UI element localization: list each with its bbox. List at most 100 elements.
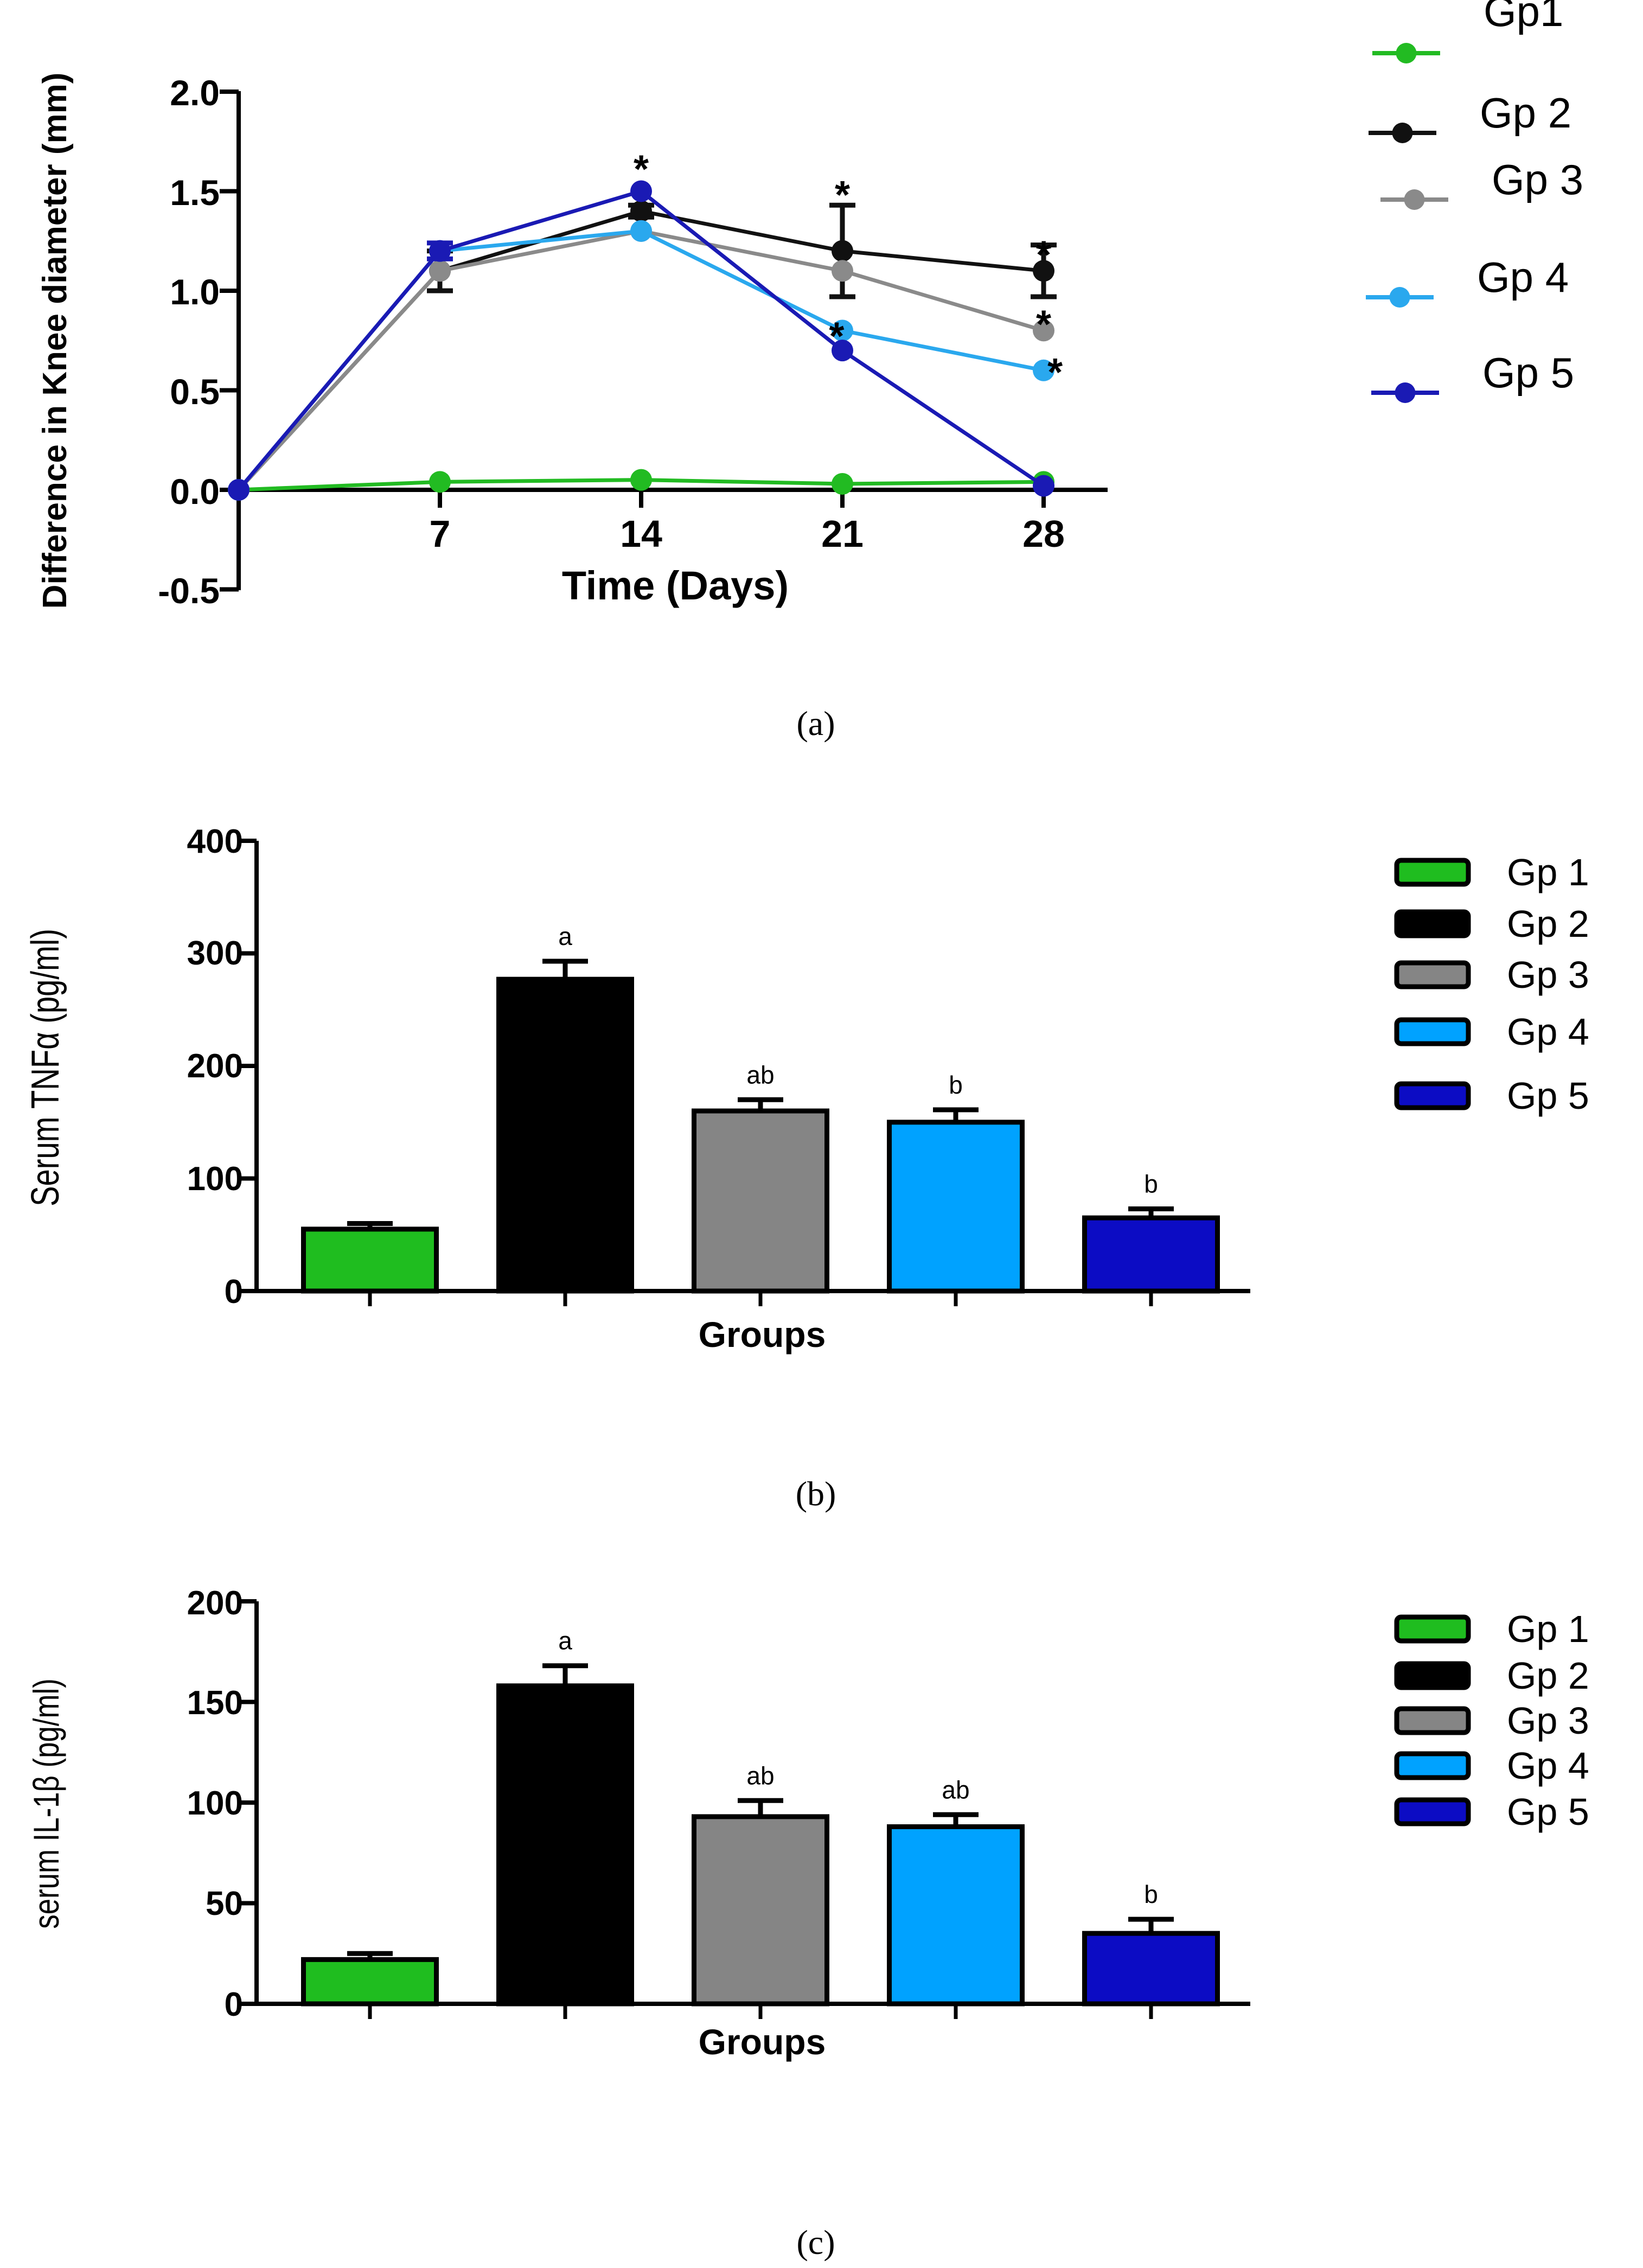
y-tick-label: 0	[225, 1986, 243, 2023]
data-point	[1033, 260, 1054, 282]
significance-star: *	[634, 148, 649, 191]
legend-label: Gp 2	[1480, 89, 1571, 137]
y-axis-title: Serum TNFα (pg/ml)	[23, 929, 67, 1206]
y-tick-label: 150	[187, 1684, 243, 1722]
data-point	[832, 240, 853, 262]
legend-label: Gp 5	[1507, 1075, 1589, 1117]
legend-swatch	[1394, 1751, 1471, 1780]
y-tick-label: 50	[206, 1885, 243, 1922]
data-point	[832, 260, 853, 282]
y-tick-label: 100	[187, 1785, 243, 1822]
legend-label: Gp1	[1484, 0, 1563, 35]
legend-marker	[1389, 287, 1410, 308]
bar	[887, 1120, 1025, 1294]
legend-label: Gp 1	[1507, 1608, 1589, 1650]
series-line	[237, 229, 1044, 491]
y-tick-label: 1.0	[170, 272, 220, 312]
legend-swatch	[1394, 1017, 1471, 1046]
series-2	[228, 200, 1057, 501]
data-point	[1033, 475, 1054, 497]
legend-item: Gp 1	[1394, 1608, 1589, 1650]
data-point	[630, 469, 652, 491]
legend-swatch	[1394, 1661, 1471, 1690]
legend-item: Gp 5	[1394, 1075, 1589, 1117]
x-tick-label: 14	[620, 513, 662, 555]
x-tick-label: 21	[821, 513, 864, 555]
significance-label: b	[1144, 1170, 1158, 1198]
data-point	[1033, 320, 1054, 342]
data-point	[429, 260, 451, 282]
y-tick-marks	[239, 839, 257, 1293]
data-point	[429, 471, 451, 493]
legend-swatch	[1394, 1706, 1471, 1735]
data-point	[832, 340, 853, 362]
bar	[496, 1683, 634, 2007]
y-axis-title: serum IL-1β (pg/ml)	[26, 1678, 66, 1929]
series-5	[228, 180, 1054, 501]
series-4	[228, 220, 1054, 501]
significance-label: a	[558, 922, 572, 950]
bar	[692, 1108, 829, 1294]
legend-item: Gp 1	[1394, 851, 1589, 893]
legend-swatch	[1394, 909, 1471, 938]
significance-star: *	[835, 174, 850, 217]
y-tick-label: 200	[187, 1047, 243, 1085]
y-tick-marks	[239, 1599, 257, 2006]
legend-item: Gp 4	[1394, 1745, 1589, 1787]
legend-item: Gp 2	[1394, 903, 1589, 945]
bar	[301, 1957, 439, 2007]
bar	[887, 1824, 1025, 2007]
knee-diameter-line-chart: -0.5 0.0 0.5 1.0 1.5 2.0 7 14 21 28 Time…	[36, 0, 1583, 743]
data-point	[630, 200, 652, 222]
y-tick-label: -0.5	[158, 571, 220, 611]
panel-label-b: (b)	[796, 1474, 836, 1513]
legend-swatch	[1394, 1081, 1471, 1110]
legend-item: Gp 4	[1366, 253, 1569, 308]
y-tick-label: 0.5	[170, 372, 220, 412]
data-point	[832, 320, 853, 342]
legend-marker	[1392, 123, 1413, 143]
significance-star: *	[1036, 233, 1051, 277]
data-point	[1033, 359, 1054, 381]
data-point	[630, 180, 652, 202]
legend-item: Gp 3	[1394, 954, 1589, 996]
y-tick-label: 100	[187, 1160, 243, 1198]
significance-label: b	[1144, 1880, 1158, 1908]
legend-swatch	[1394, 960, 1471, 989]
y-tick-marks	[220, 90, 239, 592]
significance-label: ab	[942, 1775, 969, 1804]
y-tick-label: 200	[187, 1585, 243, 1622]
bar	[1082, 1931, 1220, 2007]
x-tick-label: 28	[1022, 513, 1065, 555]
bar	[496, 976, 634, 1294]
legend-label: Gp 4	[1507, 1745, 1589, 1787]
legend-item: Gp 2	[1394, 1654, 1589, 1697]
bar	[692, 1814, 829, 2007]
y-axis-title: Difference in Knee diameter (mm)	[36, 73, 74, 609]
legend-item: Gp 5	[1371, 349, 1574, 403]
legend-label: Gp 1	[1507, 851, 1589, 893]
y-tick-label: 400	[187, 823, 243, 860]
legend-label: Gp 2	[1507, 903, 1589, 945]
legend-item: Gp 3	[1380, 156, 1583, 210]
data-point	[832, 472, 853, 495]
y-tick-label: 2.0	[170, 73, 220, 113]
bar	[1082, 1215, 1220, 1294]
series-line	[237, 209, 1044, 491]
x-axis-title: Time (Days)	[562, 563, 789, 608]
x-axis-title: Groups	[699, 1314, 826, 1355]
significance-label: ab	[746, 1761, 774, 1790]
legend-item: Gp 5	[1394, 1791, 1589, 1833]
legend-label: Gp 3	[1492, 156, 1583, 203]
legend-item: Gp 4	[1394, 1011, 1589, 1053]
data-point	[429, 240, 451, 262]
significance-label: a	[558, 1627, 572, 1655]
legend-swatch	[1394, 1797, 1471, 1826]
y-tick-label: 300	[187, 935, 243, 972]
legend-marker	[1396, 43, 1417, 63]
legend-swatch	[1394, 1614, 1471, 1644]
legend-marker	[1395, 382, 1416, 403]
legend-label: Gp 4	[1507, 1011, 1589, 1053]
data-point	[630, 220, 652, 242]
bar	[301, 1226, 439, 1294]
